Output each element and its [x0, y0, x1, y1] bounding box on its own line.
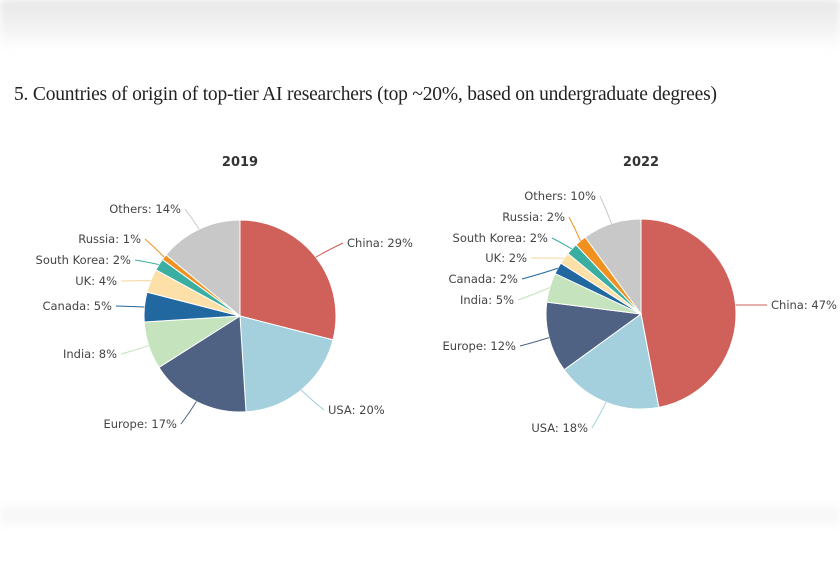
pie-slice-europe — [545, 301, 643, 371]
data-label-russia: Russia: 1% — [78, 232, 141, 246]
data-label-uk: UK: 4% — [75, 274, 117, 288]
data-label-canada: Canada: 2% — [448, 272, 518, 286]
leader-line-canada — [115, 305, 145, 308]
leader-line-south-korea — [134, 259, 160, 266]
data-label-usa: USA: 18% — [531, 421, 588, 435]
pie-slice-others — [165, 219, 241, 318]
leader-line-china — [315, 242, 344, 258]
leader-line-europe — [180, 401, 197, 425]
data-label-india: India: 5% — [460, 293, 514, 307]
blurred-footer — [0, 500, 840, 530]
data-label-china: China: 29% — [347, 236, 413, 250]
leader-line-europe — [519, 337, 550, 347]
pie-slice-china — [640, 218, 737, 408]
data-label-europe: Europe: 12% — [442, 339, 516, 353]
pie-chart-2022: 2022 China: 47% USA: 18% Europe: 12% India: … — [442, 155, 837, 435]
leader-line-south-korea — [551, 237, 573, 250]
data-label-china: China: 47% — [771, 298, 837, 312]
data-label-others: Others: 10% — [524, 189, 596, 203]
pie-slice-china — [239, 219, 337, 341]
leader-line-russia — [144, 238, 165, 258]
data-label-canada: Canada: 5% — [42, 299, 112, 313]
data-label-others: Others: 14% — [109, 202, 181, 216]
data-label-south-korea: South Korea: 2% — [453, 231, 549, 245]
pie-chart-2019: 2019 China: 29% USA: 20% Europe: 17% India: … — [36, 155, 413, 431]
leader-line-india — [120, 345, 149, 355]
data-label-usa: USA: 20% — [328, 403, 385, 417]
page-title: 5. Countries of origin of top-tier AI re… — [14, 84, 717, 105]
blurred-header — [0, 0, 840, 50]
leader-line-india — [517, 287, 550, 301]
data-label-india: India: 8% — [63, 347, 117, 361]
chart-title: 2022 — [623, 155, 659, 170]
leader-line-others — [599, 195, 613, 224]
data-label-europe: Europe: 17% — [103, 417, 177, 431]
leader-line-others — [184, 208, 200, 230]
leader-line-russia — [568, 216, 581, 241]
pie-slice-usa — [239, 315, 334, 413]
data-label-south-korea: South Korea: 2% — [36, 253, 132, 267]
leader-line-usa — [300, 389, 325, 411]
chart-title: 2019 — [222, 155, 258, 170]
leader-line-usa — [591, 402, 607, 429]
data-label-russia: Russia: 2% — [502, 210, 565, 224]
leader-line-canada — [521, 267, 558, 280]
data-label-uk: UK: 2% — [485, 251, 527, 265]
pie-slice-europe — [158, 315, 247, 413]
